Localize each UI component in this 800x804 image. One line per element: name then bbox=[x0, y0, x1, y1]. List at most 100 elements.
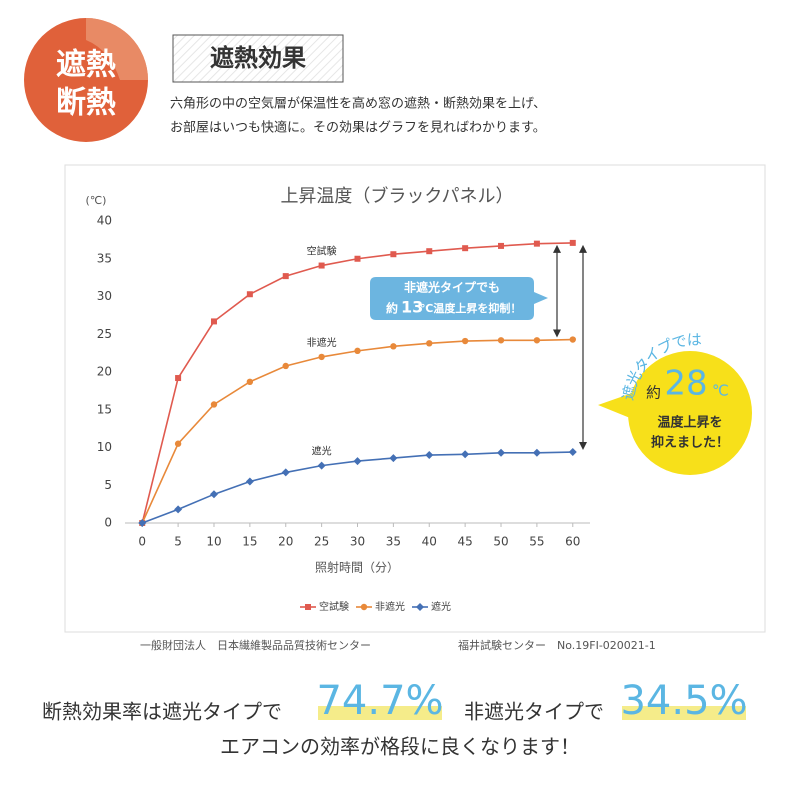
callout-text: 非遮光タイプでも bbox=[404, 280, 500, 295]
footer-number: 74.7% bbox=[316, 678, 443, 724]
marker bbox=[246, 291, 253, 298]
marker bbox=[281, 468, 290, 477]
marker bbox=[497, 337, 505, 344]
marker bbox=[282, 362, 289, 370]
x-tick-label: 20 bbox=[278, 535, 293, 549]
y-tick-label: 15 bbox=[97, 402, 112, 416]
highlight bbox=[622, 706, 746, 720]
y-tick-label: 40 bbox=[97, 214, 112, 228]
circle-number: 28 bbox=[664, 364, 707, 404]
x-axis-label: 照射時間（分） bbox=[315, 560, 399, 575]
source: 一般財団法人 日本繊維製品品質技術センター bbox=[140, 638, 371, 652]
marker bbox=[318, 353, 325, 361]
callout-circle: 遮光タイプでは 約 28 ℃ 温度上昇を 抑えました！ bbox=[598, 330, 752, 475]
chart-title: 上昇温度（ブラックパネル） bbox=[280, 185, 513, 207]
callout-number: 13 bbox=[401, 298, 423, 317]
description: 六角形の中の空気層が保温性を高め窓の遮熱・断熱効果を上げ、 bbox=[170, 96, 546, 112]
marker bbox=[569, 239, 576, 246]
series-label: 遮光 bbox=[312, 445, 332, 458]
y-tick-label: 25 bbox=[97, 327, 112, 341]
marker bbox=[416, 603, 424, 611]
x-tick-label: 55 bbox=[529, 535, 544, 549]
y-tick-label: 30 bbox=[97, 289, 112, 303]
marker bbox=[210, 401, 218, 408]
x-tick-label: 10 bbox=[206, 535, 221, 549]
legend-label: 空試験 bbox=[319, 600, 349, 613]
x-tick-label: 30 bbox=[350, 535, 365, 549]
series-label: 空試験 bbox=[307, 245, 337, 258]
x-tick-label: 25 bbox=[314, 535, 329, 549]
series-label: 非遮光 bbox=[307, 336, 337, 349]
marker bbox=[138, 519, 147, 527]
heading: 遮熱効果 bbox=[210, 44, 306, 72]
x-tick-label: 35 bbox=[386, 535, 401, 549]
footer-text: 非遮光タイプで bbox=[464, 700, 604, 724]
marker bbox=[390, 251, 397, 258]
marker bbox=[174, 440, 182, 447]
callout-text: 約 bbox=[386, 301, 398, 316]
marker bbox=[425, 451, 434, 460]
description: お部屋はいつも快適に。その効果はグラフを見ればわかります。 bbox=[170, 120, 546, 136]
circle-text: 約 bbox=[646, 384, 661, 402]
circle-text: 温度上昇を bbox=[657, 415, 722, 431]
badge-text: 遮熱 bbox=[56, 48, 116, 83]
marker bbox=[175, 375, 182, 382]
x-tick-label: 5 bbox=[174, 535, 182, 549]
marker bbox=[390, 343, 397, 350]
marker bbox=[305, 604, 311, 610]
x-tick-label: 60 bbox=[565, 535, 580, 549]
marker bbox=[426, 248, 433, 255]
y-tick-label: 35 bbox=[97, 251, 112, 265]
circle-text: 抑えました！ bbox=[651, 435, 729, 451]
marker bbox=[360, 603, 368, 611]
y-tick-label: 5 bbox=[104, 478, 112, 492]
marker bbox=[532, 448, 541, 457]
x-tick-label: 50 bbox=[493, 535, 508, 549]
x-tick-label: 0 bbox=[138, 535, 146, 549]
marker bbox=[210, 318, 217, 325]
marker bbox=[354, 347, 361, 355]
marker bbox=[461, 337, 469, 345]
legend-label: 非遮光 bbox=[375, 600, 405, 613]
y-tick-label: 0 bbox=[104, 516, 112, 530]
marker bbox=[498, 242, 505, 249]
highlight bbox=[318, 706, 442, 720]
marker bbox=[174, 505, 183, 514]
source: 福井試験センター No.19FI-020021-1 bbox=[458, 638, 656, 652]
marker bbox=[209, 490, 218, 499]
marker bbox=[533, 337, 541, 344]
marker bbox=[389, 454, 398, 463]
plot: 0 5 10 15 20 25 30 35 40 0 5 10 15 20 25 30 35 40 45 50 55 60… bbox=[97, 214, 590, 613]
marker bbox=[497, 448, 506, 457]
x-tick-label: 40 bbox=[422, 535, 437, 549]
badge-text: 断熱 bbox=[56, 86, 116, 121]
marker bbox=[246, 378, 254, 386]
x-tick-label: 45 bbox=[457, 535, 472, 549]
callout-text: ℃温度上昇を抑制！ bbox=[420, 301, 521, 315]
marker bbox=[245, 477, 254, 486]
y-axis-label: (℃) bbox=[86, 194, 107, 207]
y-tick-label: 20 bbox=[97, 365, 112, 379]
badge: 遮熱 断熱 bbox=[24, 18, 148, 142]
marker bbox=[318, 262, 325, 269]
marker bbox=[533, 240, 540, 247]
marker bbox=[282, 273, 289, 280]
marker bbox=[317, 461, 326, 470]
footer-text: エアコンの効率が格段に良くなります！ bbox=[220, 735, 580, 759]
marker bbox=[568, 448, 577, 457]
legend-label: 遮光 bbox=[431, 600, 451, 613]
x-tick-label: 15 bbox=[242, 535, 257, 549]
marker bbox=[426, 340, 433, 347]
footer-number: 34.5% bbox=[620, 678, 747, 724]
marker bbox=[353, 457, 362, 466]
heading-box bbox=[172, 34, 344, 83]
footer-text: 断熱効果率は遮光タイプで bbox=[42, 700, 282, 724]
marker bbox=[461, 450, 470, 459]
marker bbox=[569, 336, 576, 343]
circle-text: ℃ bbox=[712, 382, 729, 400]
y-tick-label: 10 bbox=[97, 440, 112, 454]
marker bbox=[354, 255, 361, 262]
marker bbox=[462, 245, 469, 252]
callout-box: 非遮光タイプでも 約 13 ℃温度上昇を抑制！ bbox=[370, 277, 548, 320]
